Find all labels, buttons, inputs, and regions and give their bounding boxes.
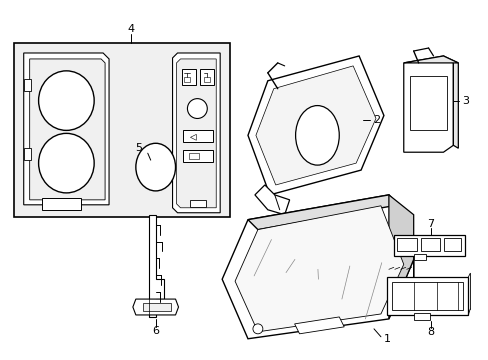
Bar bbox=[183, 130, 213, 142]
Bar bbox=[142, 303, 170, 311]
Text: 7: 7 bbox=[426, 219, 433, 229]
Text: 3: 3 bbox=[461, 96, 468, 105]
Bar bbox=[391, 282, 462, 310]
Bar bbox=[190, 200, 206, 207]
Bar bbox=[41, 198, 81, 210]
Text: 6: 6 bbox=[152, 326, 159, 336]
Polygon shape bbox=[443, 56, 457, 148]
Bar bbox=[189, 153, 199, 159]
Polygon shape bbox=[403, 56, 457, 63]
Text: 8: 8 bbox=[426, 327, 433, 337]
Bar bbox=[393, 235, 464, 256]
Bar bbox=[24, 79, 31, 91]
Bar bbox=[184, 77, 190, 82]
Ellipse shape bbox=[187, 99, 207, 118]
Bar bbox=[396, 238, 416, 251]
Polygon shape bbox=[388, 195, 413, 319]
Bar bbox=[24, 148, 31, 160]
Ellipse shape bbox=[39, 71, 94, 130]
Polygon shape bbox=[172, 53, 220, 213]
Polygon shape bbox=[255, 66, 375, 185]
Text: 4: 4 bbox=[127, 24, 134, 34]
Polygon shape bbox=[247, 195, 398, 230]
Text: 2: 2 bbox=[373, 116, 380, 126]
Polygon shape bbox=[294, 317, 344, 334]
Polygon shape bbox=[133, 299, 178, 315]
Polygon shape bbox=[247, 56, 383, 195]
Ellipse shape bbox=[252, 324, 263, 334]
Polygon shape bbox=[24, 53, 109, 205]
Polygon shape bbox=[176, 59, 216, 208]
Text: 5: 5 bbox=[135, 143, 142, 153]
Polygon shape bbox=[148, 215, 163, 317]
Bar bbox=[183, 150, 213, 162]
Polygon shape bbox=[30, 59, 105, 200]
Ellipse shape bbox=[39, 133, 94, 193]
Polygon shape bbox=[222, 195, 413, 339]
Ellipse shape bbox=[136, 143, 175, 191]
Bar bbox=[386, 277, 468, 315]
Ellipse shape bbox=[295, 105, 339, 165]
Text: 1: 1 bbox=[383, 334, 389, 344]
Bar bbox=[420, 238, 440, 251]
Bar bbox=[413, 313, 428, 320]
Bar bbox=[444, 238, 460, 251]
Polygon shape bbox=[235, 206, 403, 332]
Polygon shape bbox=[190, 134, 196, 140]
Bar bbox=[14, 43, 230, 217]
Polygon shape bbox=[254, 185, 289, 215]
Polygon shape bbox=[403, 56, 452, 152]
Bar bbox=[200, 69, 214, 85]
Bar bbox=[413, 255, 425, 260]
Bar bbox=[182, 69, 196, 85]
Bar bbox=[204, 77, 210, 82]
Bar bbox=[409, 76, 447, 130]
